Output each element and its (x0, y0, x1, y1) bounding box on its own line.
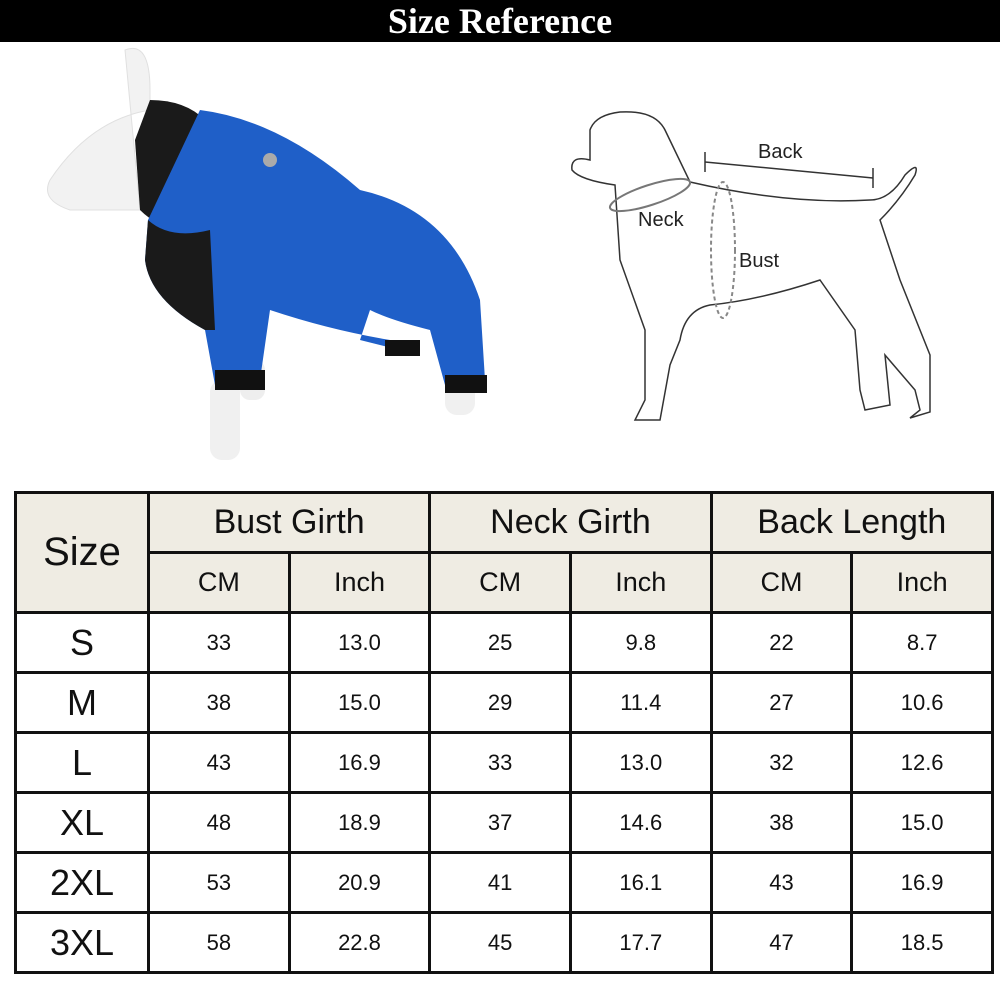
value-cell: 37 (428, 791, 572, 854)
neck-girth-header: Neck Girth (428, 491, 713, 554)
value-cell: 29 (428, 671, 572, 734)
value-cell: 47 (709, 911, 854, 974)
value-cell: 14.6 (568, 791, 713, 854)
size-cell: 3XL (14, 911, 150, 974)
value-cell: 16.9 (850, 851, 994, 914)
title-banner: Size Reference (0, 0, 1000, 42)
size-chart-table: Size Bust Girth Neck Girth Back Length C… (14, 491, 995, 974)
value-cell: 43 (147, 731, 291, 794)
unit-header: CM (709, 551, 854, 614)
size-cell: S (14, 611, 150, 674)
value-cell: 13.0 (568, 731, 713, 794)
value-cell: 8.7 (850, 611, 994, 674)
table-row: S 33 13.0 25 9.8 22 8.7 (14, 611, 994, 674)
value-cell: 38 (709, 791, 854, 854)
value-cell: 13.0 (287, 611, 432, 674)
value-cell: 15.0 (287, 671, 432, 734)
value-cell: 25 (428, 611, 572, 674)
table-row: 2XL 53 20.9 41 16.1 43 16.9 (14, 851, 994, 914)
back-length-header: Back Length (709, 491, 995, 554)
value-cell: 48 (147, 791, 291, 854)
value-cell: 9.8 (568, 611, 713, 674)
value-cell: 45 (428, 911, 572, 974)
unit-header: CM (147, 551, 291, 614)
unit-header: Inch (287, 551, 432, 614)
value-cell: 32 (709, 731, 854, 794)
value-cell: 58 (147, 911, 291, 974)
table-row: M 38 15.0 29 11.4 27 10.6 (14, 671, 994, 734)
value-cell: 15.0 (850, 791, 994, 854)
neck-label: Neck (638, 209, 684, 231)
table-row: 3XL 58 22.8 45 17.7 47 18.5 (14, 911, 994, 974)
size-cell: 2XL (14, 851, 150, 914)
value-cell: 16.1 (568, 851, 713, 914)
value-cell: 43 (709, 851, 854, 914)
unit-header: CM (428, 551, 572, 614)
value-cell: 38 (147, 671, 291, 734)
value-cell: 53 (147, 851, 291, 914)
value-cell: 27 (709, 671, 854, 734)
size-cell: XL (14, 791, 150, 854)
value-cell: 33 (428, 731, 572, 794)
bust-label: Bust (739, 250, 780, 272)
value-cell: 22.8 (287, 911, 432, 974)
value-cell: 20.9 (287, 851, 432, 914)
value-cell: 12.6 (850, 731, 994, 794)
value-cell: 18.5 (850, 911, 994, 974)
value-cell: 10.6 (850, 671, 994, 734)
value-cell: 17.7 (568, 911, 713, 974)
value-cell: 22 (709, 611, 854, 674)
value-cell: 33 (147, 611, 291, 674)
unit-header: Inch (568, 551, 713, 614)
table-row: L 43 16.9 33 13.0 32 12.6 (14, 731, 994, 794)
back-label: Back (758, 141, 803, 163)
table-row: XL 48 18.9 37 14.6 38 15.0 (14, 791, 994, 854)
value-cell: 11.4 (568, 671, 713, 734)
size-cell: M (14, 671, 150, 734)
dog-measurement-diagram (571, 111, 931, 421)
dog-coat-product-image (47, 48, 487, 460)
value-cell: 41 (428, 851, 572, 914)
size-header: Size (14, 491, 150, 614)
size-cell: L (14, 731, 150, 794)
value-cell: 16.9 (287, 731, 432, 794)
bust-girth-header: Bust Girth (146, 491, 432, 554)
unit-header: Inch (850, 551, 994, 614)
value-cell: 18.9 (287, 791, 432, 854)
